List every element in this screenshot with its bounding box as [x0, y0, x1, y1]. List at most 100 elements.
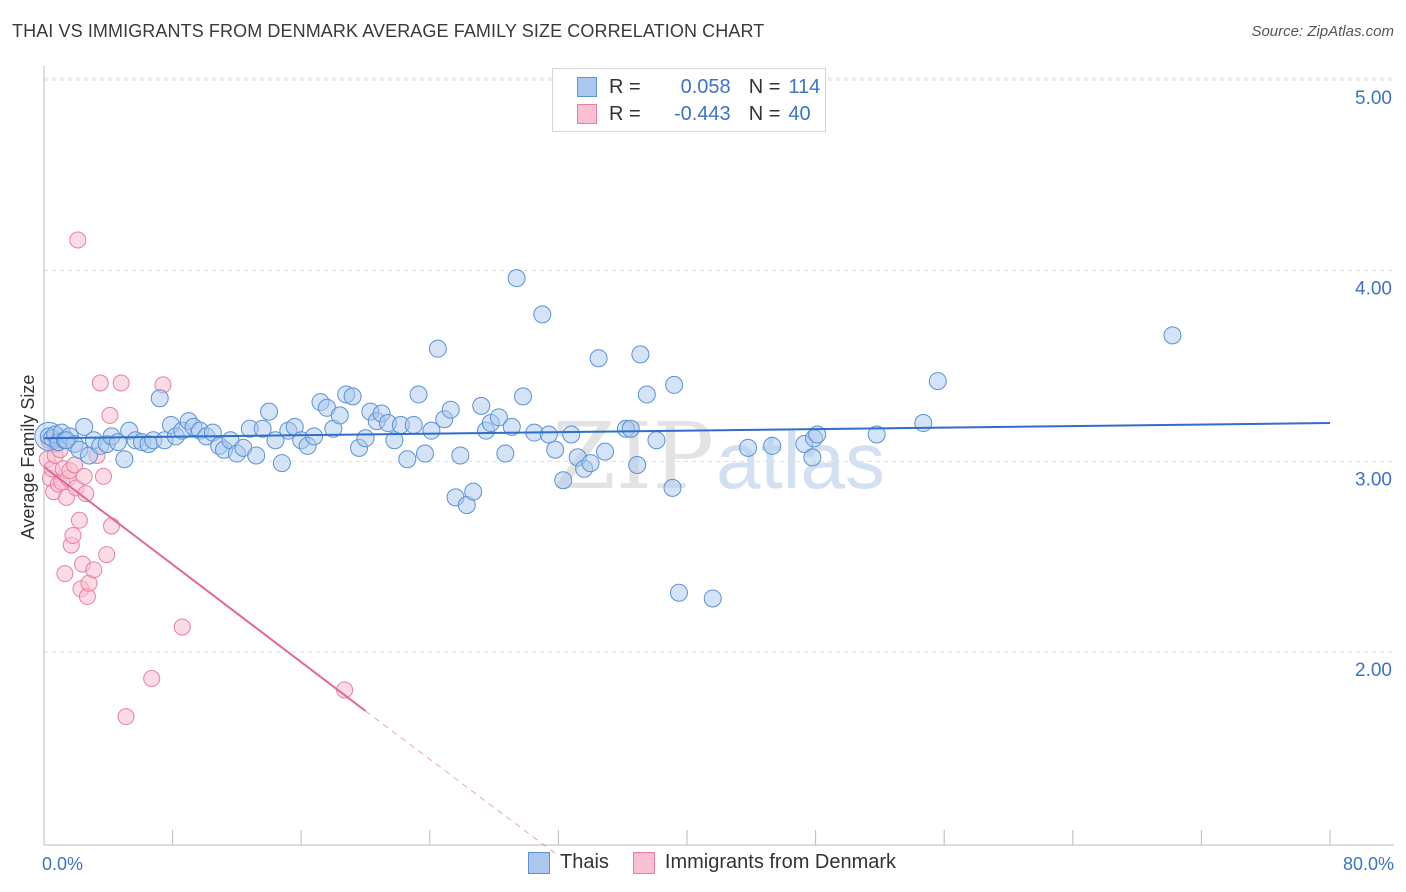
- denmark-point: [91, 374, 109, 392]
- thai-point: [305, 427, 324, 446]
- legend-item-thais[interactable]: Thais: [528, 851, 609, 874]
- thai-point: [554, 471, 573, 490]
- thai-point: [57, 431, 76, 450]
- thai-point: [914, 414, 933, 433]
- n-value: 40: [788, 102, 811, 125]
- thai-point: [489, 408, 508, 427]
- r-label: R =: [609, 102, 641, 125]
- thai-point: [637, 385, 656, 404]
- n-label: N =: [748, 75, 781, 98]
- thai-point: [404, 415, 423, 434]
- thai-point: [539, 425, 558, 444]
- y-tick-label: 4.00: [1355, 279, 1392, 300]
- thai-point: [665, 375, 684, 394]
- thai-point: [398, 450, 417, 469]
- thai-point: [472, 396, 491, 415]
- x-tick-label-min: 0.0%: [42, 854, 83, 874]
- thai-point: [496, 444, 515, 463]
- thai-point: [422, 421, 441, 440]
- thai-swatch: [528, 851, 550, 874]
- thai-point: [75, 417, 94, 436]
- thai-swatch: [577, 77, 597, 97]
- denmark-point: [94, 467, 112, 485]
- thai-point: [272, 454, 291, 473]
- thai-point: [808, 425, 827, 444]
- y-tick-label: 3.00: [1355, 469, 1392, 490]
- thai-point: [581, 454, 600, 473]
- thai-trend-line: [43, 422, 1331, 440]
- denmark-point: [117, 708, 135, 726]
- thai-series: [34, 269, 1182, 608]
- trend-lines: [43, 422, 1331, 857]
- thai-point: [669, 583, 688, 602]
- thai-point: [928, 372, 947, 391]
- thai-point: [596, 442, 615, 461]
- thai-point: [1163, 326, 1182, 345]
- denmark-point: [101, 406, 119, 424]
- n-label: N =: [748, 102, 781, 125]
- thai-point: [428, 339, 447, 358]
- denmark-point: [143, 670, 161, 688]
- thai-point: [533, 305, 552, 324]
- denmark-point: [70, 511, 88, 529]
- thai-point: [628, 455, 647, 474]
- thai-point: [502, 417, 521, 436]
- thai-point: [356, 429, 375, 448]
- denmark-point: [98, 546, 116, 564]
- denmark-point: [64, 527, 82, 545]
- denmark-point: [56, 565, 74, 583]
- r-value: 0.058: [680, 75, 731, 98]
- thai-point: [441, 400, 460, 419]
- thai-point: [647, 431, 666, 450]
- legend-row-thais: R = 0.058 N = 114: [577, 76, 820, 98]
- source-label: Source: ZipAtlas.com: [1251, 23, 1394, 40]
- thai-point: [621, 419, 640, 438]
- y-tick-labels: 2.00 3.00 4.00 5.00: [1355, 88, 1392, 681]
- y-tick-label: 5.00: [1355, 88, 1392, 109]
- denmark-point: [75, 467, 93, 485]
- y-tick-label: 2.00: [1355, 660, 1392, 681]
- denmark-point: [69, 231, 87, 249]
- thai-point: [464, 482, 483, 501]
- denmark-point: [103, 517, 121, 535]
- thai-point: [562, 425, 581, 444]
- denmark-point: [85, 561, 103, 579]
- y-axis-label: Average Family Size: [18, 375, 38, 540]
- n-value: 114: [788, 75, 821, 98]
- r-value: -0.443: [673, 102, 731, 125]
- denmark-swatch: [577, 104, 597, 124]
- thai-point: [867, 425, 886, 444]
- series-legend: Thais Immigrants from Denmark: [528, 851, 920, 874]
- gridlines: [44, 77, 1394, 653]
- thai-point: [330, 406, 349, 425]
- thai-point: [546, 440, 565, 459]
- denmark-trend-line: [43, 466, 367, 712]
- x-tick-label-max: 80.0%: [1343, 854, 1394, 874]
- denmark-swatch: [632, 851, 655, 874]
- thai-point: [663, 478, 682, 497]
- legend-label-thais: Thais: [560, 851, 609, 873]
- thai-point: [589, 349, 608, 368]
- denmark-point: [173, 618, 191, 636]
- thai-point: [415, 444, 434, 463]
- thai-point: [343, 387, 362, 406]
- chart-title: THAI VS IMMIGRANTS FROM DENMARK AVERAGE …: [12, 21, 765, 41]
- thai-point: [451, 446, 470, 465]
- thai-point: [247, 446, 266, 465]
- denmark-trend-extension: [365, 710, 559, 857]
- thai-point: [260, 402, 279, 421]
- r-label: R =: [609, 75, 641, 98]
- legend-label-denmark: Immigrants from Denmark: [664, 851, 897, 873]
- thai-point: [703, 589, 722, 608]
- thai-point: [631, 345, 650, 364]
- thai-point: [253, 419, 272, 438]
- thai-point: [739, 438, 758, 457]
- thai-point: [150, 389, 169, 408]
- thai-point: [763, 436, 782, 455]
- thai-point: [385, 431, 404, 450]
- thai-point: [507, 269, 526, 288]
- denmark-point: [112, 374, 130, 392]
- thai-point: [514, 387, 533, 406]
- legend-item-denmark[interactable]: Immigrants from Denmark: [632, 851, 897, 874]
